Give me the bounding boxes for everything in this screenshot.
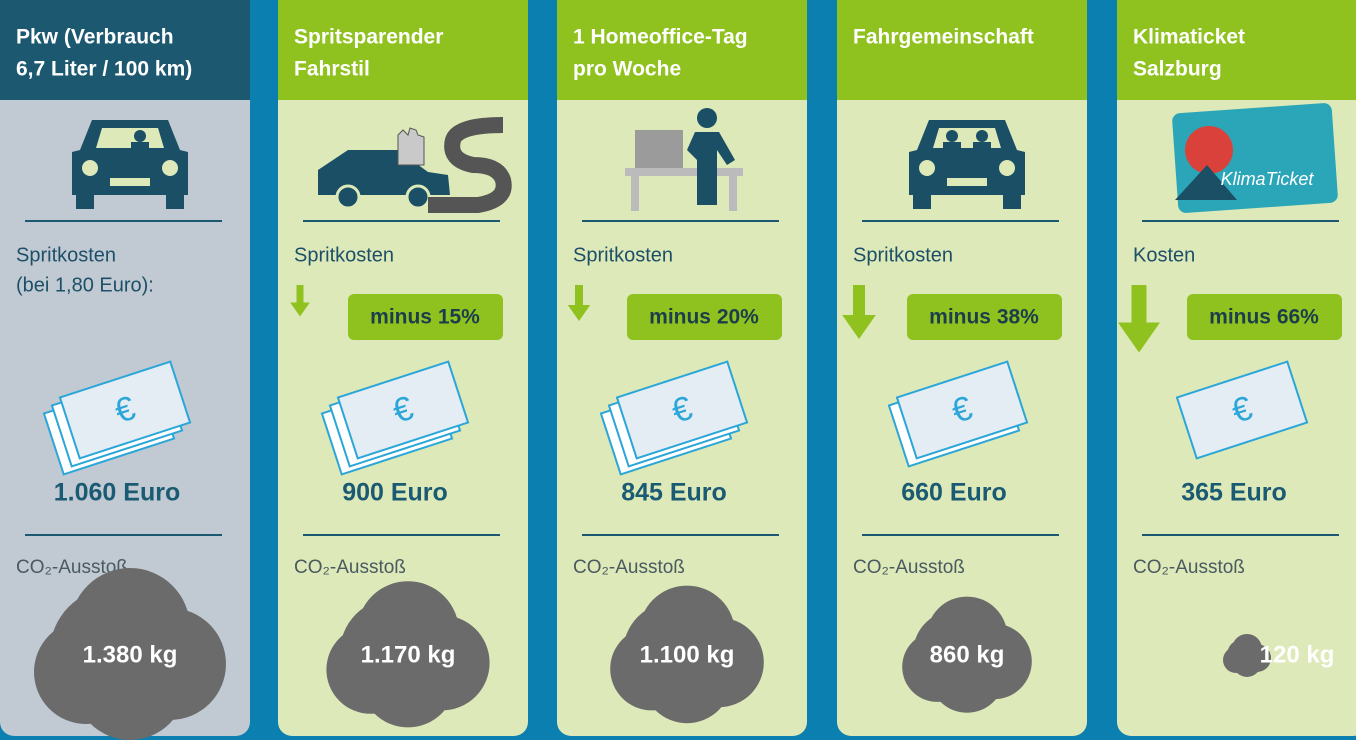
reduction: minus 15% bbox=[370, 306, 480, 329]
card-header bbox=[1117, 0, 1356, 100]
card: Spritsparender Fahrstil Spritkosten minus 1… bbox=[278, 0, 528, 736]
card-title: 1 Homeoffice-Tag bbox=[573, 26, 748, 49]
reduction: minus 66% bbox=[1209, 306, 1319, 329]
card-title: Pkw (Verbrauch bbox=[16, 26, 174, 49]
infographic: Pkw (Verbrauch 6,7 Liter / 100 km) Spritko… bbox=[0, 0, 1356, 740]
co2-value: 1.380 kg bbox=[83, 641, 178, 668]
card-title: Salzburg bbox=[1133, 58, 1222, 81]
laptop bbox=[635, 130, 683, 168]
card: Klimaticket Salzburg KlimaTicket Kosten minu… bbox=[1117, 0, 1356, 736]
card-header bbox=[0, 0, 250, 100]
cost: 365 Euro bbox=[1181, 479, 1287, 507]
card-header bbox=[557, 0, 807, 100]
card-header bbox=[837, 0, 1087, 100]
cost: 900 Euro bbox=[342, 479, 448, 507]
cost-label: Spritkosten bbox=[853, 244, 953, 266]
reduction: minus 38% bbox=[929, 306, 1039, 329]
cost: 1.060 Euro bbox=[54, 479, 180, 507]
cost: 845 Euro bbox=[621, 479, 727, 507]
card-title: pro Woche bbox=[573, 58, 681, 81]
card: Pkw (Verbrauch 6,7 Liter / 100 km) Spritko… bbox=[0, 0, 250, 740]
ticket-logo: KlimaTicket bbox=[1221, 169, 1315, 189]
person bbox=[697, 108, 717, 128]
co2-label: CO₂-Ausstoß bbox=[294, 557, 406, 578]
co2-label: CO₂-Ausstoß bbox=[573, 557, 685, 578]
cost-label: (bei 1,80 Euro): bbox=[16, 274, 154, 296]
desk bbox=[625, 168, 743, 176]
co2-value: 120 kg bbox=[1260, 641, 1335, 668]
card-title: Klimaticket bbox=[1133, 26, 1245, 49]
cost: 660 Euro bbox=[901, 479, 1007, 507]
card-title: 6,7 Liter / 100 km) bbox=[16, 58, 192, 81]
co2-value: 860 kg bbox=[930, 641, 1005, 668]
card-title: Fahrgemeinschaft bbox=[853, 26, 1034, 49]
cost-label: Spritkosten bbox=[573, 244, 673, 266]
co2-value: 1.100 kg bbox=[640, 641, 735, 668]
cost-label: Kosten bbox=[1133, 244, 1195, 266]
co2-value: 1.170 kg bbox=[361, 641, 456, 668]
card-title: Fahrstil bbox=[294, 58, 370, 81]
cost-label: Spritkosten bbox=[16, 244, 116, 266]
card: 1 Homeoffice-Tag pro Woche Spritkosten minu… bbox=[557, 0, 807, 736]
card-title: Spritsparender bbox=[294, 26, 443, 49]
reduction: minus 20% bbox=[649, 306, 759, 329]
cost-label: Spritkosten bbox=[294, 244, 394, 266]
co2-label: CO₂-Ausstoß bbox=[853, 557, 965, 578]
co2-label: CO₂-Ausstoß bbox=[1133, 557, 1245, 578]
card-header bbox=[278, 0, 528, 100]
